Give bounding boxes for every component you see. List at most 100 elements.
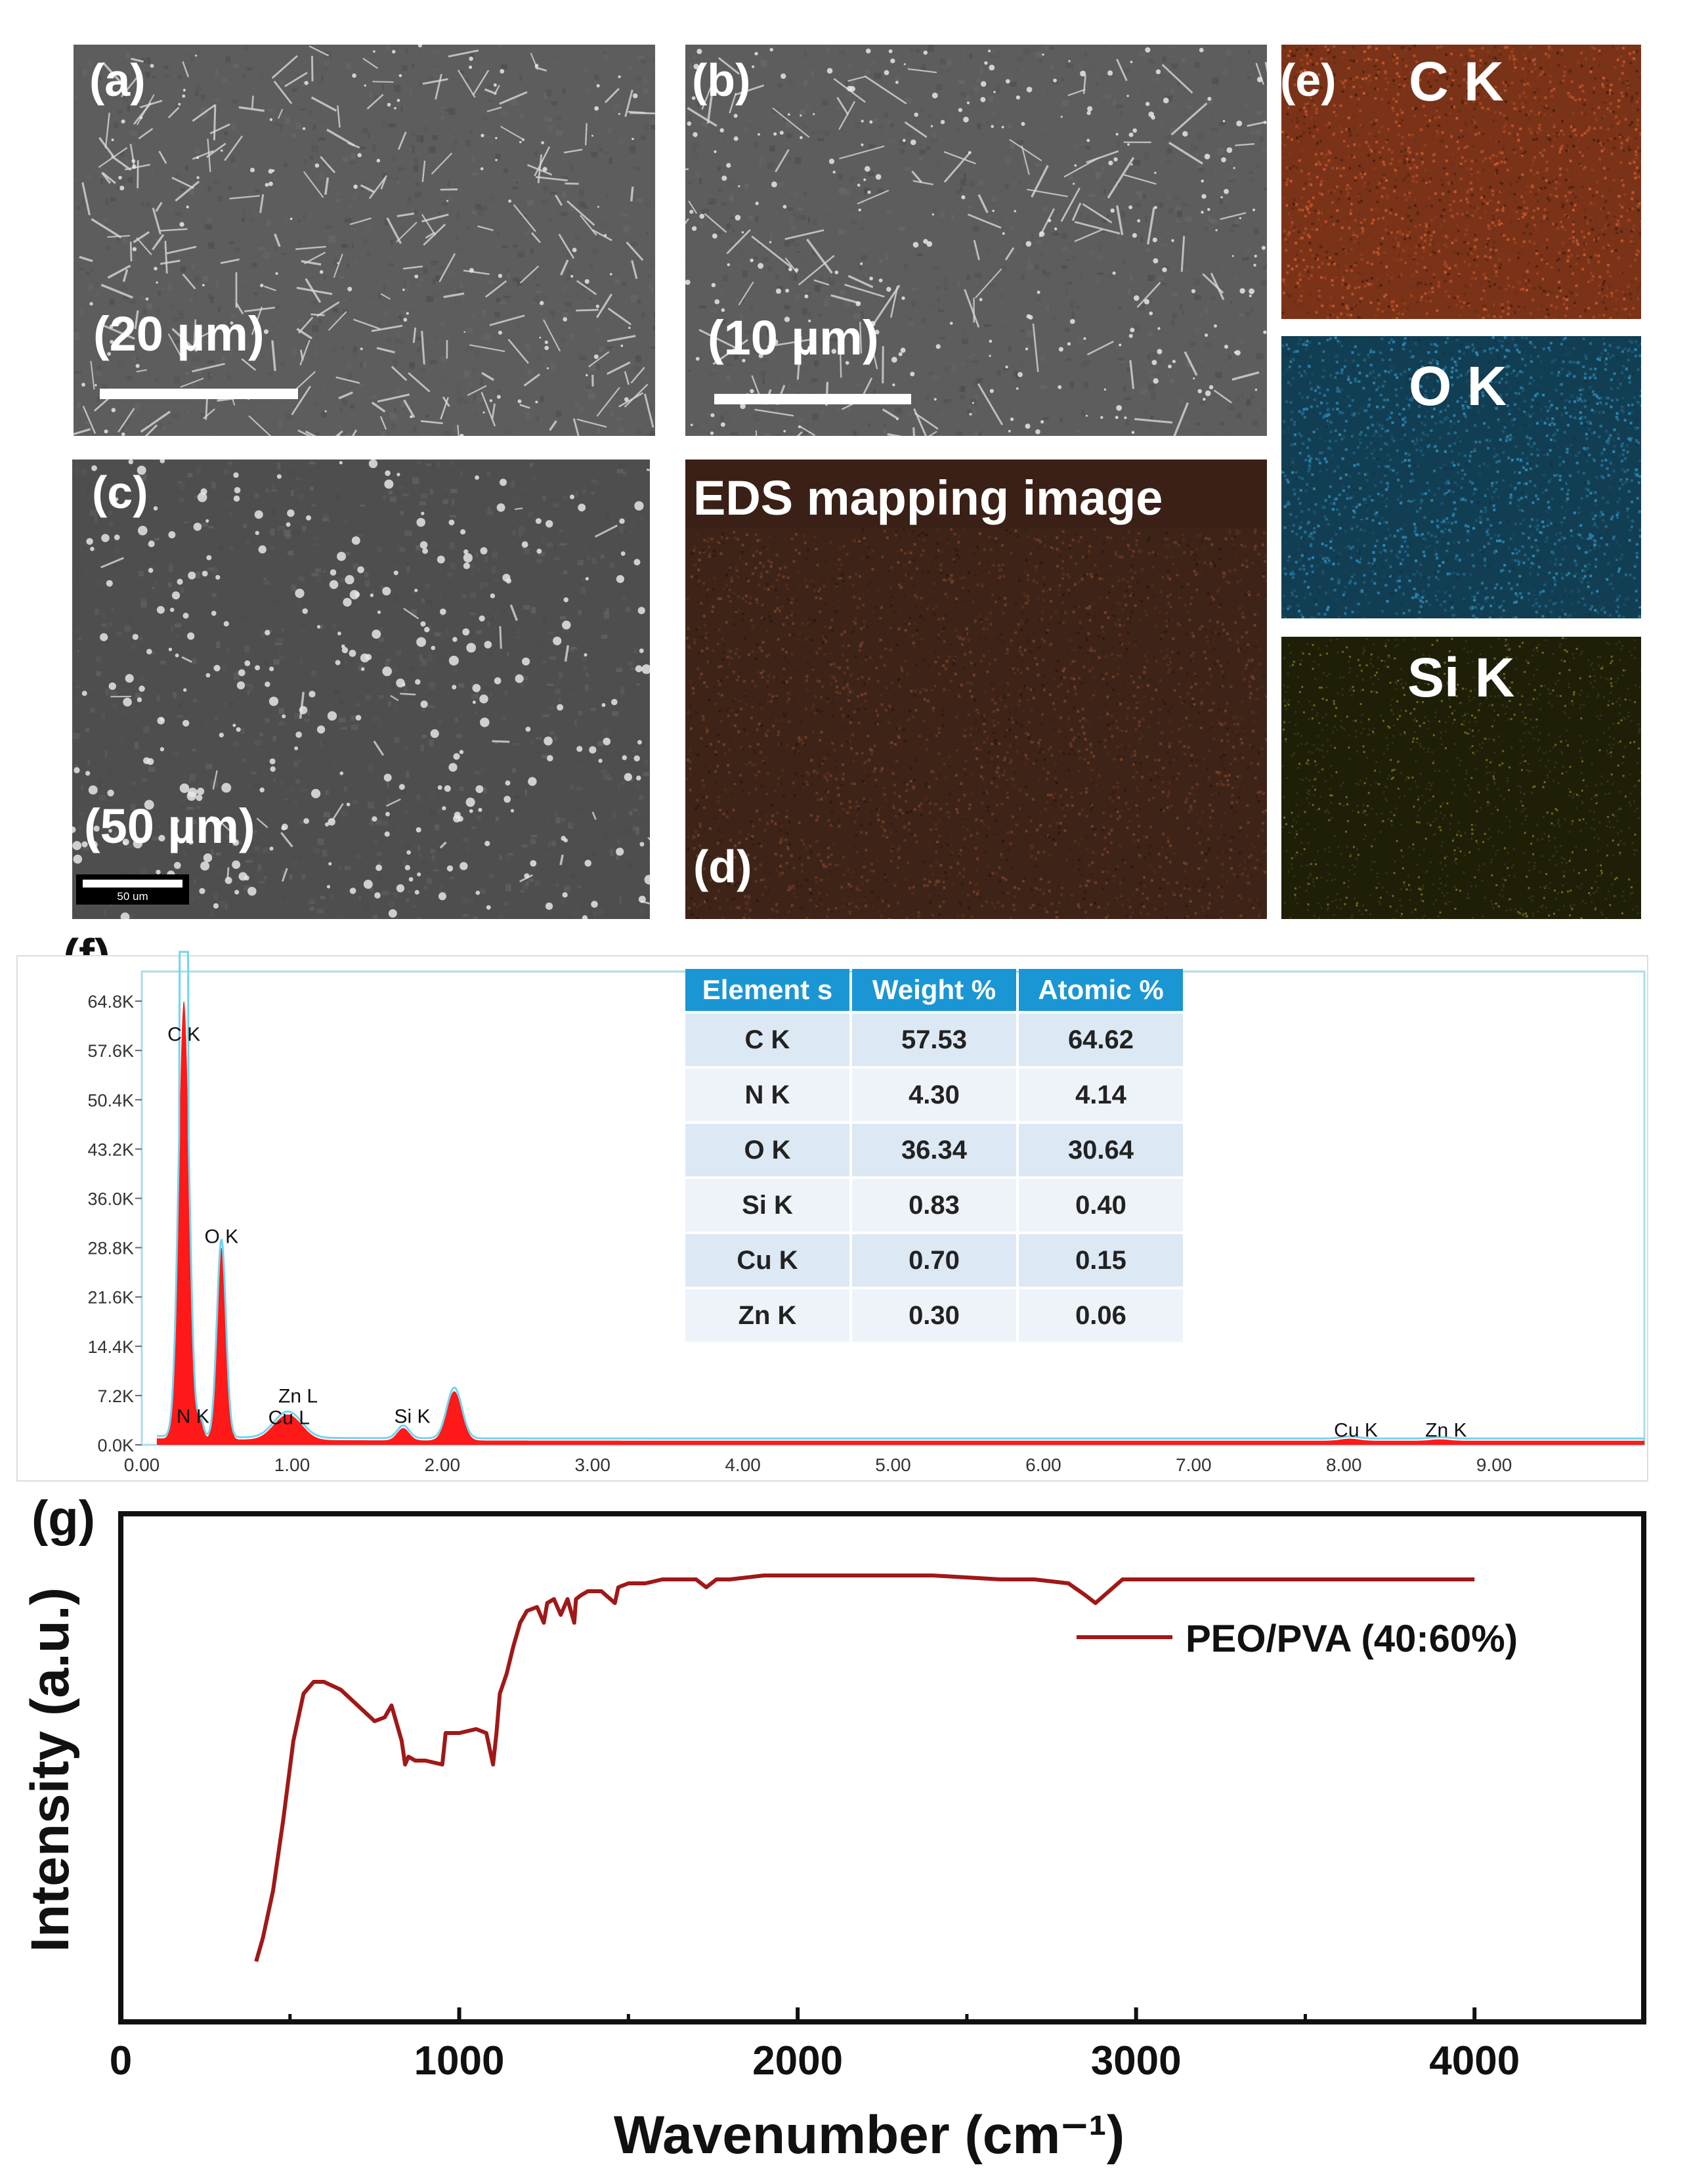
sem-grain <box>814 285 821 292</box>
sem-grain <box>574 717 577 720</box>
sem-grain <box>288 788 294 792</box>
sem-grain <box>583 666 588 671</box>
map-pixel <box>975 818 978 821</box>
sem-grain <box>116 632 122 636</box>
sem-grain <box>744 330 752 334</box>
sem-grain <box>449 148 456 152</box>
sem-grain <box>285 117 290 124</box>
sem-grain <box>702 209 709 215</box>
sem-grain <box>875 226 882 232</box>
map-pixel <box>931 723 935 727</box>
sem-grain <box>1190 342 1195 347</box>
sem-grain <box>620 213 624 217</box>
sem-grain <box>272 484 275 488</box>
particle <box>1149 311 1153 316</box>
sem-grain <box>973 380 979 387</box>
sem-grain <box>644 760 648 767</box>
particle <box>1152 237 1157 243</box>
sem-grain <box>998 219 1002 223</box>
sem-grain <box>215 280 218 288</box>
particle <box>989 389 994 393</box>
fiber <box>152 234 165 251</box>
sem-grain <box>589 95 593 101</box>
sem-grain <box>977 180 984 186</box>
map-pixel <box>758 702 761 705</box>
map-pixel <box>1232 746 1235 749</box>
map-pixel <box>815 596 818 599</box>
particle <box>875 174 882 180</box>
map-pixel <box>1248 685 1251 688</box>
sem-grain <box>622 597 626 600</box>
fiber <box>607 335 636 343</box>
map-pixel <box>969 733 972 737</box>
sem-grain <box>463 370 471 377</box>
fiber <box>425 231 435 239</box>
map-pixel <box>1128 641 1131 645</box>
sem-grain <box>347 889 353 894</box>
sem-grain <box>568 163 574 171</box>
particle <box>448 763 458 772</box>
sem-grain <box>722 274 728 282</box>
particle <box>430 729 439 739</box>
sem-grain <box>412 145 415 153</box>
sem-grain <box>419 80 422 87</box>
sem-grain <box>104 910 106 916</box>
sem-grain <box>445 781 452 786</box>
fiber <box>443 292 465 299</box>
particle <box>396 884 405 893</box>
sem-grain <box>441 330 448 337</box>
sem-grain <box>1145 411 1148 415</box>
particle <box>804 294 809 299</box>
sem-grain <box>643 89 649 94</box>
sem-grain <box>567 332 570 335</box>
sem-grain <box>547 345 554 350</box>
sem-grain <box>130 564 133 571</box>
map-pixel <box>1220 664 1223 668</box>
sem-grain <box>538 312 546 318</box>
fiber <box>576 418 607 428</box>
fiber <box>440 396 449 420</box>
sem-grain <box>1250 131 1254 135</box>
sem-grain <box>362 238 368 244</box>
particle <box>197 492 207 502</box>
fiber <box>274 233 281 247</box>
map-pixel <box>986 809 989 813</box>
map-pixel <box>832 823 836 826</box>
sem-grain <box>844 189 850 196</box>
fiber <box>1161 64 1193 94</box>
sem-grain <box>284 217 288 224</box>
sem-grain <box>304 719 310 722</box>
sem-grain <box>928 374 931 377</box>
map-pixel <box>798 632 802 635</box>
sem-grain <box>570 333 574 339</box>
sem-grain <box>1180 163 1184 169</box>
map-pixel <box>1113 614 1116 618</box>
map-pixel <box>779 561 782 565</box>
particle <box>444 785 451 792</box>
map-pixel <box>838 554 841 557</box>
map-pixel <box>988 536 991 539</box>
sem-grain <box>263 876 267 880</box>
sem-panel-b: (b) (10 µm) <box>685 45 1267 436</box>
fiber <box>1170 102 1208 136</box>
sem-grain <box>190 57 194 62</box>
sem-grain <box>1129 141 1135 149</box>
map-pixel <box>825 742 828 745</box>
map-pixel <box>874 606 877 609</box>
sem-grain <box>976 378 983 383</box>
sem-grain <box>271 379 274 381</box>
sem-grain <box>200 95 205 100</box>
map-pixel <box>741 597 744 600</box>
map-pixel <box>833 748 836 752</box>
fiber <box>299 349 304 361</box>
sem-grain <box>1193 257 1196 261</box>
particle <box>310 788 321 799</box>
sem-grain <box>192 351 199 354</box>
sem-grain <box>535 299 541 304</box>
map-pixel <box>1189 808 1193 811</box>
sem-grain <box>127 129 131 136</box>
sem-grain <box>592 725 595 729</box>
sem-grain <box>968 406 971 411</box>
fiber <box>472 70 490 96</box>
map-pixel <box>1089 890 1092 893</box>
